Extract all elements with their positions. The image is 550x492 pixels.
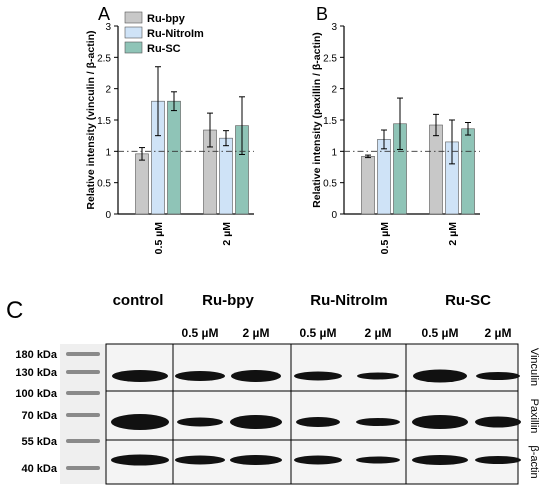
x-tick-label: 2 µM <box>447 222 459 246</box>
x-tick-label: 0.5 µM <box>379 222 391 255</box>
blot-group-label: control <box>113 292 164 309</box>
blot-band <box>230 415 282 429</box>
blot-concentration-label: 0.5 µM <box>182 326 219 340</box>
marker-label: 70 kDa <box>22 410 58 422</box>
legend-label: Ru-bpy <box>147 13 186 25</box>
ladder-band <box>66 466 100 470</box>
blot-band <box>412 415 468 429</box>
blot-band <box>294 371 342 381</box>
legend-swatch <box>124 11 143 24</box>
panel-label: C <box>6 297 23 324</box>
y-tick-label: 1 <box>105 147 111 158</box>
y-tick-label: 0 <box>331 210 337 221</box>
blot-group-label: Ru-NitroIm <box>310 292 388 309</box>
y-tick-label: 1 <box>331 147 337 158</box>
x-tick-label: 0.5 µM <box>153 222 165 255</box>
bar <box>361 156 375 215</box>
bar <box>461 128 475 215</box>
blot-row-label: Vinculin <box>528 348 540 386</box>
blot-band <box>356 456 400 464</box>
y-axis-label: Relative intensity (vinculin / β-actin) <box>85 30 97 209</box>
legend-swatch <box>124 41 143 54</box>
blot-group-label: Ru-bpy <box>202 292 254 309</box>
bar <box>135 153 149 215</box>
blot-row-label: β-actin <box>528 445 540 478</box>
bar <box>167 100 181 215</box>
panel-label: B <box>316 4 328 24</box>
blot-band <box>356 418 400 426</box>
y-tick-label: 1.5 <box>97 116 111 127</box>
blot-band <box>357 372 399 380</box>
blot-group-label: Ru-SC <box>445 292 491 309</box>
legend-label: Ru-NitroIm <box>147 28 204 40</box>
ladder-band <box>66 370 100 374</box>
legend-swatch <box>124 26 143 39</box>
blot-band <box>111 454 169 466</box>
blot-band <box>475 456 521 464</box>
blot-band <box>177 417 223 427</box>
chart-panel-a: A 0 0.5 1 1.5 2 2.5 3 Relative intensity (vincul… <box>85 4 254 254</box>
bar <box>219 137 233 215</box>
blot-band <box>413 369 467 383</box>
y-tick-label: 0 <box>105 210 111 221</box>
chart-legend: Ru-bpy Ru-NitroIm Ru-SC <box>124 11 204 55</box>
y-tick-label: 3 <box>105 22 111 33</box>
blot-band <box>412 455 468 465</box>
x-tick-label: 2 µM <box>221 222 233 246</box>
blot-concentration-label: 2 µM <box>243 326 270 340</box>
marker-label: 100 kDa <box>15 388 57 400</box>
ladder-band <box>66 413 100 417</box>
blot-band <box>294 455 342 465</box>
y-tick-label: 2 <box>331 85 337 96</box>
marker-label: 130 kDa <box>15 367 57 379</box>
blot-band <box>111 414 169 430</box>
y-tick-label: 2 <box>105 85 111 96</box>
blot-band <box>175 455 225 465</box>
y-tick-label: 0.5 <box>97 179 111 190</box>
panel-label: A <box>98 4 110 24</box>
marker-label: 180 kDa <box>15 349 57 361</box>
blot-concentration-label: 0.5 µM <box>422 326 459 340</box>
ladder-band <box>66 391 100 395</box>
marker-label: 55 kDa <box>22 436 58 448</box>
blot-band <box>476 372 520 380</box>
blot-band <box>231 370 281 382</box>
y-axis-label: Relative intensity (paxillin / β-actin) <box>311 32 323 208</box>
y-tick-label: 2.5 <box>97 53 111 64</box>
marker-label: 40 kDa <box>22 463 58 475</box>
y-tick-label: 1.5 <box>323 116 337 127</box>
bar <box>429 124 443 215</box>
ladder-band <box>66 439 100 443</box>
y-tick-label: 0.5 <box>323 179 337 190</box>
blot-band <box>230 455 282 465</box>
ladder-band <box>66 352 100 356</box>
blot-band <box>296 417 340 427</box>
blot-concentration-label: 0.5 µM <box>300 326 337 340</box>
blot-band <box>175 371 225 381</box>
y-tick-label: 3 <box>331 22 337 33</box>
blot-concentration-label: 2 µM <box>365 326 392 340</box>
bar <box>377 139 391 215</box>
legend-label: Ru-SC <box>147 43 181 55</box>
chart-panel-b: B 0 0.5 1 1.5 2 2.5 3 Relative intensity (paxill… <box>311 4 480 254</box>
blot-band <box>475 416 521 428</box>
blot-row-label: Paxillin <box>528 399 540 434</box>
y-tick-label: 2.5 <box>323 53 337 64</box>
blot-concentration-label: 2 µM <box>485 326 512 340</box>
blot-band <box>112 370 168 382</box>
